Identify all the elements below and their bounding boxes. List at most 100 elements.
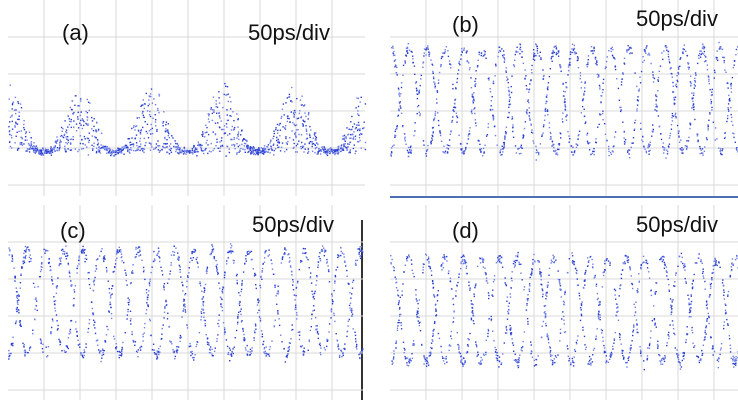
sample-dot: [301, 96, 302, 97]
sample-dot: [692, 332, 693, 333]
sample-dot: [308, 118, 309, 119]
sample-dot: [471, 318, 472, 319]
sample-dot: [621, 278, 622, 279]
sample-dot: [26, 249, 27, 250]
sample-dot: [414, 122, 415, 123]
sample-dot: [579, 293, 580, 294]
sample-dot: [539, 268, 540, 269]
sample-dot: [171, 152, 172, 153]
sample-dot: [138, 130, 139, 131]
sample-dot: [561, 318, 562, 319]
sample-dot: [81, 139, 82, 140]
sample-dot: [51, 276, 52, 277]
sample-dot: [667, 153, 668, 154]
sample-dot: [720, 151, 721, 152]
sample-dot: [83, 121, 84, 122]
sample-dot: [52, 148, 53, 149]
sample-dot: [127, 311, 128, 312]
sample-dot: [201, 134, 202, 135]
sample-dot: [664, 149, 665, 150]
sample-dot: [151, 267, 152, 268]
sample-dot: [277, 147, 278, 148]
sample-dot: [21, 130, 22, 131]
sample-dot: [620, 109, 621, 110]
sample-dot: [40, 153, 41, 154]
sample-dot: [680, 148, 681, 149]
sample-dot: [572, 44, 573, 45]
sample-dot: [94, 118, 95, 119]
sample-dot: [238, 136, 239, 137]
sample-dot: [162, 328, 163, 329]
sample-dot: [695, 74, 696, 75]
sample-dot: [361, 134, 362, 135]
sample-dot: [648, 143, 649, 144]
sample-dot: [85, 258, 86, 259]
sample-dot: [129, 142, 130, 143]
sample-dot: [360, 250, 361, 251]
sample-dot: [149, 319, 150, 320]
sample-dot: [433, 330, 434, 331]
sample-dot: [83, 125, 84, 126]
sample-dot: [224, 277, 225, 278]
sample-dot: [26, 139, 27, 140]
sample-dot: [562, 121, 563, 122]
sample-dot: [149, 96, 150, 97]
sample-dot: [41, 154, 42, 155]
sample-dot: [712, 348, 713, 349]
sample-dot: [25, 251, 26, 252]
sample-dot: [210, 346, 211, 347]
sample-dot: [645, 53, 646, 54]
sample-dot: [95, 271, 96, 272]
sample-dot: [200, 319, 201, 320]
sample-dot: [221, 137, 222, 138]
sample-dot: [250, 153, 251, 154]
sample-dot: [443, 360, 444, 361]
sample-dot: [313, 305, 314, 306]
sample-dot: [178, 256, 179, 257]
sample-dot: [216, 106, 217, 107]
sample-dot: [41, 269, 42, 270]
sample-dot: [509, 99, 510, 100]
sample-dot: [393, 353, 394, 354]
sample-dot: [208, 342, 209, 343]
sample-dot: [232, 111, 233, 112]
sample-dot: [735, 54, 736, 55]
sample-dot: [326, 151, 327, 152]
sample-dot: [210, 151, 211, 152]
sample-dot: [40, 343, 41, 344]
sample-dot: [621, 84, 622, 85]
sample-dot: [201, 145, 202, 146]
sample-dot: [77, 265, 78, 266]
sample-dot: [321, 151, 322, 152]
sample-dot: [264, 252, 265, 253]
sample-dot: [292, 279, 293, 280]
sample-dot: [508, 117, 509, 118]
sample-dot: [411, 259, 412, 260]
sample-dot: [413, 135, 414, 136]
sample-dot: [677, 81, 678, 82]
sample-dot: [421, 75, 422, 76]
sample-dot: [505, 277, 506, 278]
sample-dot: [19, 112, 20, 113]
sample-dot: [628, 45, 629, 46]
sample-dot: [707, 308, 708, 309]
sample-dot: [164, 312, 165, 313]
sample-dot: [579, 131, 580, 132]
sample-dot: [634, 130, 635, 131]
sample-dot: [119, 351, 120, 352]
sample-dot: [581, 314, 582, 315]
sample-dot: [8, 247, 9, 248]
sample-dot: [672, 324, 673, 325]
sample-dot: [419, 90, 420, 91]
sample-dot: [453, 317, 454, 318]
sample-dot: [709, 296, 710, 297]
sample-dot: [189, 346, 190, 347]
sample-dot: [318, 264, 319, 265]
sample-dot: [432, 339, 433, 340]
sample-dot: [529, 291, 530, 292]
sample-dot: [551, 56, 552, 57]
sample-dot: [358, 125, 359, 126]
sample-dot: [410, 146, 411, 147]
sample-dot: [728, 291, 729, 292]
sample-dot: [590, 154, 591, 155]
